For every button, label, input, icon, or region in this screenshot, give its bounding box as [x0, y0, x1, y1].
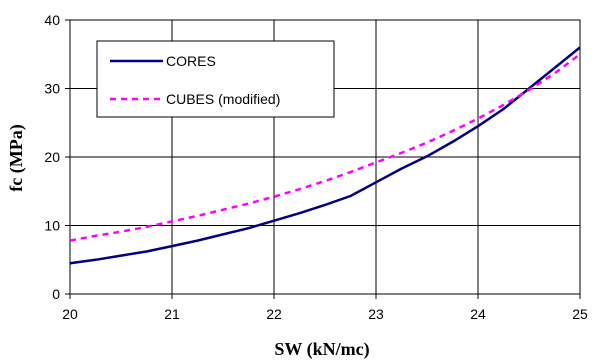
series-layer — [69, 46, 581, 265]
ticks: 20 21 22 23 24 25 0 10 20 30 40 — [44, 12, 588, 322]
x-tick-label: 23 — [368, 306, 384, 322]
y-tick-label: 20 — [44, 149, 60, 165]
y-axis-title: fc (MPa) — [6, 124, 27, 191]
legend-label-cores: CORES — [166, 53, 216, 69]
x-tick-label: 20 — [62, 306, 78, 322]
x-axis-title: SW (kN/mc) — [274, 339, 369, 360]
y-tick-label: 30 — [44, 81, 60, 97]
x-tick-label: 25 — [572, 306, 588, 322]
y-tick-label: 40 — [44, 12, 60, 28]
series-line-cores — [69, 46, 581, 265]
legend: CORES CUBES (modified) — [96, 40, 335, 118]
x-tick-label: 24 — [470, 306, 486, 322]
y-tick-label: 10 — [44, 218, 60, 234]
y-tick-label: 0 — [52, 286, 60, 302]
x-tick-label: 21 — [164, 306, 180, 322]
legend-box — [96, 40, 335, 118]
x-tick-label: 22 — [266, 306, 282, 322]
legend-label-cubes: CUBES (modified) — [166, 91, 280, 107]
